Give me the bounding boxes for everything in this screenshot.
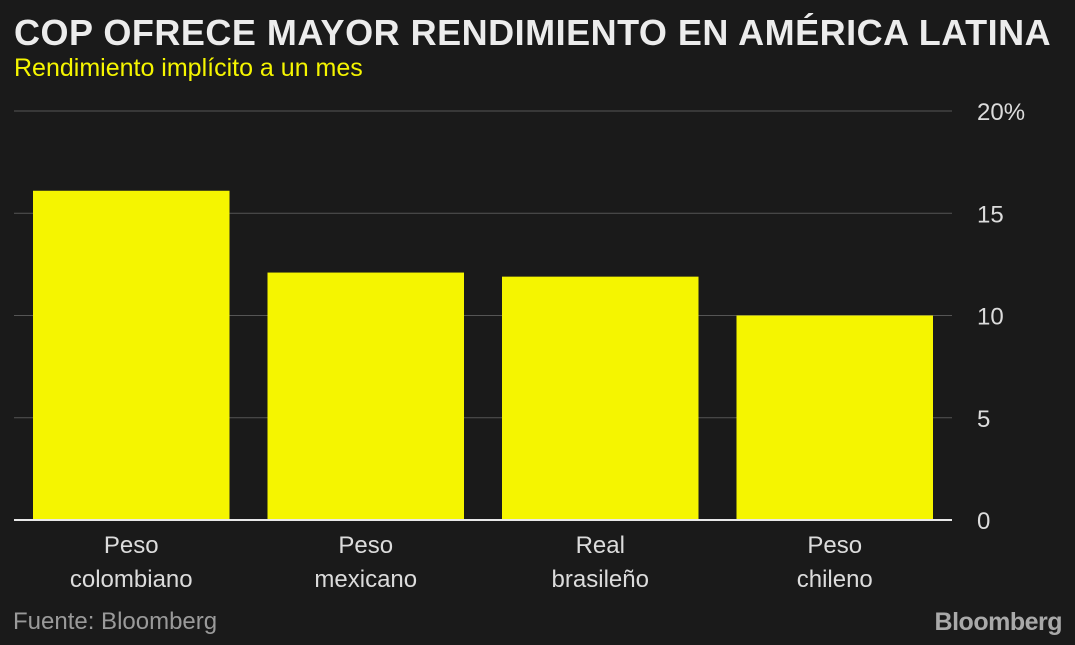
- x-tick-label-line: mexicano: [314, 566, 417, 593]
- x-tick-label: Peso colombiano: [70, 532, 193, 593]
- y-tick-label: 15: [977, 201, 1004, 228]
- x-tick-label-line: chileno: [797, 566, 873, 593]
- x-tick-label: Peso mexicano: [314, 532, 417, 593]
- y-tick-label: 10: [977, 304, 1004, 331]
- bar: [502, 276, 699, 520]
- x-tick-label-line: brasileño: [552, 566, 649, 593]
- bloomberg-logo: Bloomberg: [934, 608, 1063, 636]
- x-tick-label: Real brasileño: [552, 532, 649, 593]
- x-tick-label-line: Peso: [807, 532, 862, 559]
- x-tick-label-line: colombiano: [70, 566, 193, 593]
- y-tick-label: 5: [977, 406, 990, 433]
- x-tick-label: Peso chileno: [797, 532, 873, 593]
- bar: [736, 315, 933, 520]
- y-tick-label: 0: [977, 508, 990, 535]
- chart-title: COP OFRECE MAYOR RENDIMIENTO EN AMÉRICA …: [14, 12, 1052, 53]
- chart-subtitle: Rendimiento implícito a un mes: [14, 54, 363, 82]
- x-tick-label-line: Peso: [104, 532, 159, 559]
- y-tick-label: 20%: [977, 99, 1025, 126]
- x-tick-label-line: Real: [576, 532, 625, 559]
- x-tick-label-line: Peso: [338, 532, 393, 559]
- bar: [267, 272, 464, 520]
- bar: [33, 190, 230, 520]
- source-note: Fuente: Bloomberg: [13, 608, 218, 635]
